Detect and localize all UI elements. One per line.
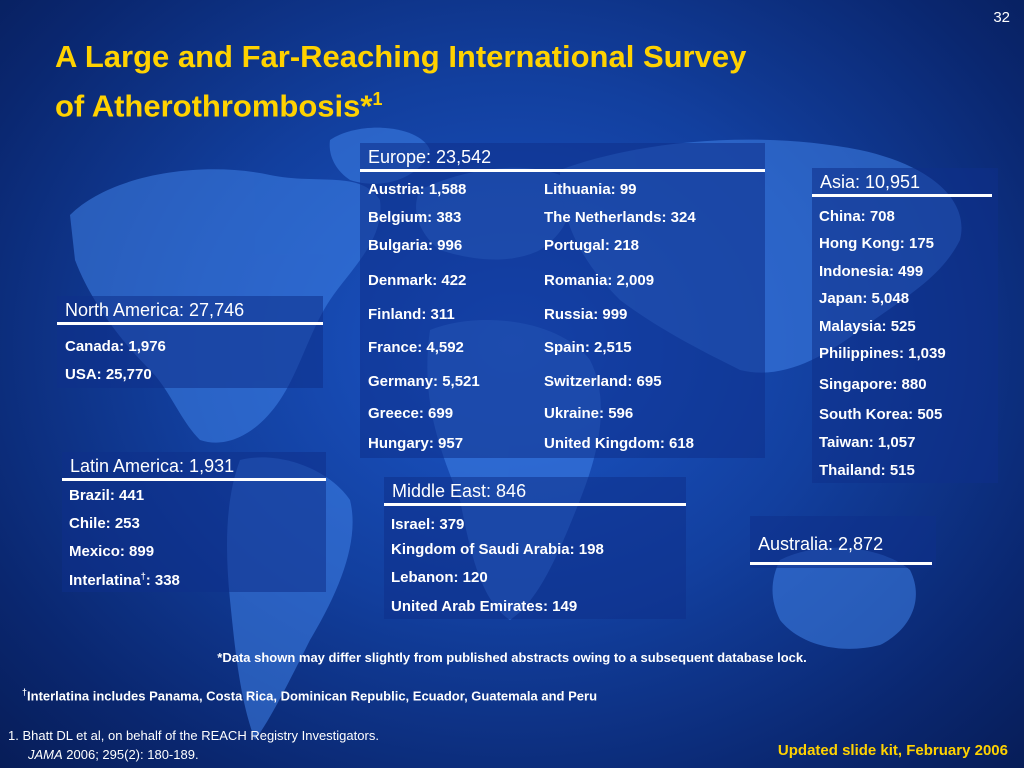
list-item: Taiwan: 1,057 (819, 434, 916, 451)
list-item: Romania: 2,009 (544, 272, 655, 289)
list-item: Chile: 253 (69, 515, 140, 532)
list-item: Belgium: 383 (368, 209, 462, 226)
list-item: Malaysia: 525 (819, 318, 916, 335)
updated-note: Updated slide kit, February 2006 (777, 742, 1008, 759)
interlatina-footnote: †Interlatina includes Panama, Costa Rica… (22, 687, 598, 704)
title-line-2: of Atherothrombosis*1 (55, 88, 383, 124)
database-footnote: *Data shown may differ slightly from pub… (217, 650, 807, 665)
latin-america-header: Latin America: 1,931 (70, 456, 235, 476)
asia-rule (812, 194, 992, 197)
list-item: Hungary: 957 (368, 435, 464, 452)
middle-east-box: Middle East: 846 Israel: 379 Kingdom of … (384, 477, 686, 619)
list-item: Germany: 5,521 (368, 373, 480, 390)
slide-number: 32 (993, 9, 1010, 26)
list-item: United Arab Emirates: 149 (391, 598, 578, 615)
reference-line-2: JAMA 2006; 295(2): 180-189. (28, 747, 199, 762)
list-item: Denmark: 422 (368, 272, 467, 289)
europe-rule (360, 169, 765, 172)
latin-america-rule (62, 478, 326, 481)
list-item: Philippines: 1,039 (819, 345, 946, 362)
list-item: Brazil: 441 (69, 487, 145, 504)
list-item: Switzerland: 695 (544, 373, 662, 390)
list-item: United Kingdom: 618 (544, 435, 695, 452)
list-item: Kingdom of Saudi Arabia: 198 (391, 541, 604, 558)
middle-east-rule (384, 503, 686, 506)
list-item: Mexico: 899 (69, 543, 155, 560)
list-item: Indonesia: 499 (819, 263, 924, 280)
list-item: South Korea: 505 (819, 406, 943, 423)
list-item: Lebanon: 120 (391, 569, 488, 586)
list-item: China: 708 (819, 208, 895, 225)
list-item: Russia: 999 (544, 306, 628, 323)
europe-box: Europe: 23,542 Austria: 1,588 Belgium: 3… (360, 143, 765, 458)
list-item: Japan: 5,048 (819, 290, 910, 307)
list-item: Hong Kong: 175 (819, 235, 934, 252)
latin-america-box: Latin America: 1,931 Brazil: 441 Chile: … (62, 452, 326, 592)
list-item: France: 4,592 (368, 339, 464, 356)
list-item: Ukraine: 596 (544, 405, 634, 422)
list-item: Israel: 379 (391, 516, 465, 533)
australia-rule (750, 562, 932, 565)
list-item: Portugal: 218 (544, 237, 640, 254)
list-item: Bulgaria: 996 (368, 237, 463, 254)
list-item: Greece: 699 (368, 405, 454, 422)
title-footnote-mark: 1 (372, 89, 383, 109)
list-item: Interlatina†: 338 (69, 571, 180, 589)
slide-title: A Large and Far-Reaching International S… (55, 36, 985, 127)
title-line-1: A Large and Far-Reaching International S… (55, 39, 747, 74)
list-item: Austria: 1,588 (368, 181, 467, 198)
australia-box: Australia: 2,872 (750, 516, 936, 568)
list-item: Thailand: 515 (819, 462, 915, 479)
north-america-rule (57, 322, 323, 325)
list-item: The Netherlands: 324 (544, 209, 696, 226)
list-item: Lithuania: 99 (544, 181, 637, 198)
list-item: Singapore: 880 (819, 376, 927, 393)
reference-line-1: 1. Bhatt DL et al, on behalf of the REAC… (8, 728, 379, 743)
list-item: Canada: 1,976 (65, 338, 166, 355)
list-item: Finland: 311 (368, 306, 455, 323)
australia-shape (772, 547, 916, 649)
asia-box: Asia: 10,951 China: 708 Hong Kong: 175 I… (812, 168, 998, 483)
list-item: Spain: 2,515 (544, 339, 632, 356)
asia-header: Asia: 10,951 (820, 172, 921, 192)
north-america-box: North America: 27,746 Canada: 1,976 USA:… (57, 296, 323, 388)
middle-east-header: Middle East: 846 (392, 481, 527, 501)
list-item: USA: 25,770 (65, 366, 152, 383)
north-america-header: North America: 27,746 (65, 300, 245, 320)
reference: 1. Bhatt DL et al, on behalf of the REAC… (8, 726, 379, 764)
australia-header: Australia: 2,872 (758, 534, 884, 554)
europe-header: Europe: 23,542 (368, 147, 492, 167)
